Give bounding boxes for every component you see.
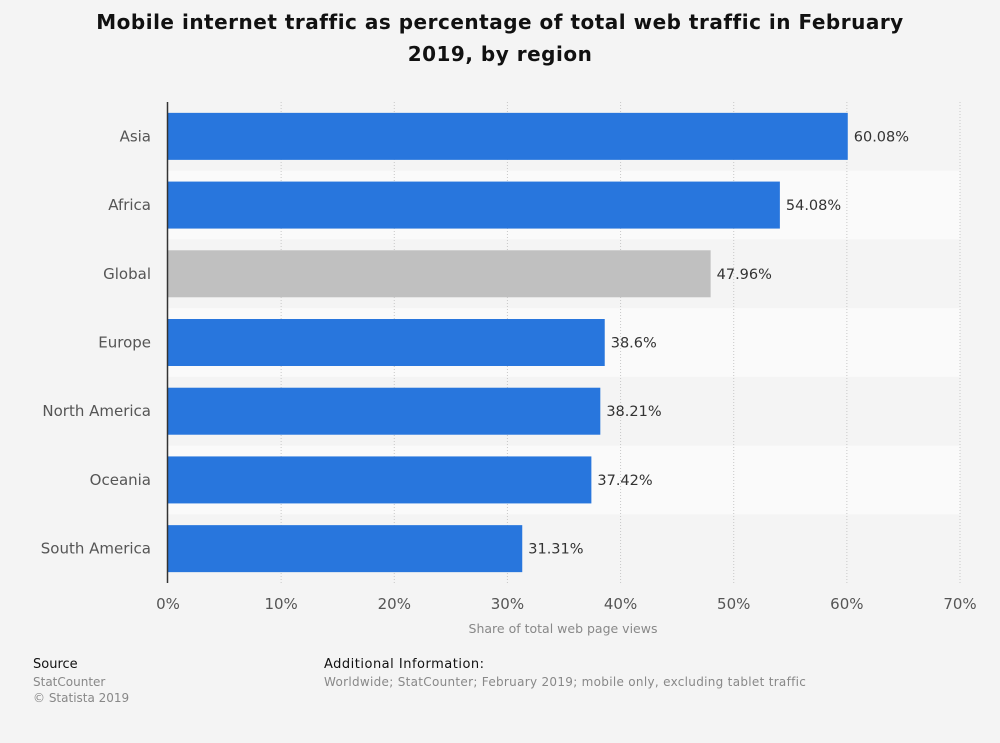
x-tick-label: 20%: [378, 595, 411, 613]
source-heading: Source: [33, 657, 78, 672]
x-tick-label: 0%: [156, 595, 180, 613]
data-label: 38.21%: [606, 404, 661, 420]
category-label: Global: [103, 265, 151, 283]
category-label: Europe: [98, 334, 151, 352]
category-label: South America: [41, 540, 151, 558]
category-label: Asia: [120, 127, 151, 145]
bar-oceania: [168, 456, 592, 504]
x-tick-label: 60%: [830, 595, 863, 613]
bar-global: [168, 250, 711, 298]
additional-info-heading: Additional Information:: [324, 657, 485, 672]
bar-north-america: [168, 387, 601, 435]
category-label: Oceania: [90, 471, 151, 489]
data-label: 31.31%: [528, 542, 583, 558]
additional-info-text: Worldwide; StatCounter; February 2019; m…: [324, 675, 807, 689]
bar-asia: [168, 112, 848, 160]
data-label: 60.08%: [854, 129, 909, 145]
x-tick-label: 50%: [717, 595, 750, 613]
bars: [168, 112, 848, 573]
chart-title: Mobile internet traffic as percentage of…: [96, 10, 904, 66]
data-label: 47.96%: [717, 267, 772, 283]
source-line-1: StatCounter: [33, 675, 106, 689]
bar-europe: [168, 319, 605, 366]
category-label: North America: [42, 402, 151, 420]
x-tick-label: 10%: [264, 595, 297, 613]
x-tick-label: 40%: [604, 595, 637, 613]
x-axis-title: Share of total web page views: [469, 621, 658, 636]
labels: 0% 10% 20% 30% 40% 50% 60% 70% 60.08% Asia 54.08% A…: [41, 127, 977, 613]
category-label: Africa: [108, 196, 151, 214]
data-label: 54.08%: [786, 198, 841, 214]
x-tick-label: 30%: [491, 595, 524, 613]
bar-africa: [168, 181, 780, 229]
bar-chart: 0% 10% 20% 30% 40% 50% 60% 70% 60.08% Asia 54.08% A…: [41, 102, 977, 636]
source-line-2: © Statista 2019: [33, 691, 130, 705]
bar-south-america: [168, 525, 523, 573]
data-label: 38.6%: [611, 336, 657, 352]
x-tick-label: 70%: [943, 595, 976, 613]
data-label: 37.42%: [597, 473, 652, 489]
